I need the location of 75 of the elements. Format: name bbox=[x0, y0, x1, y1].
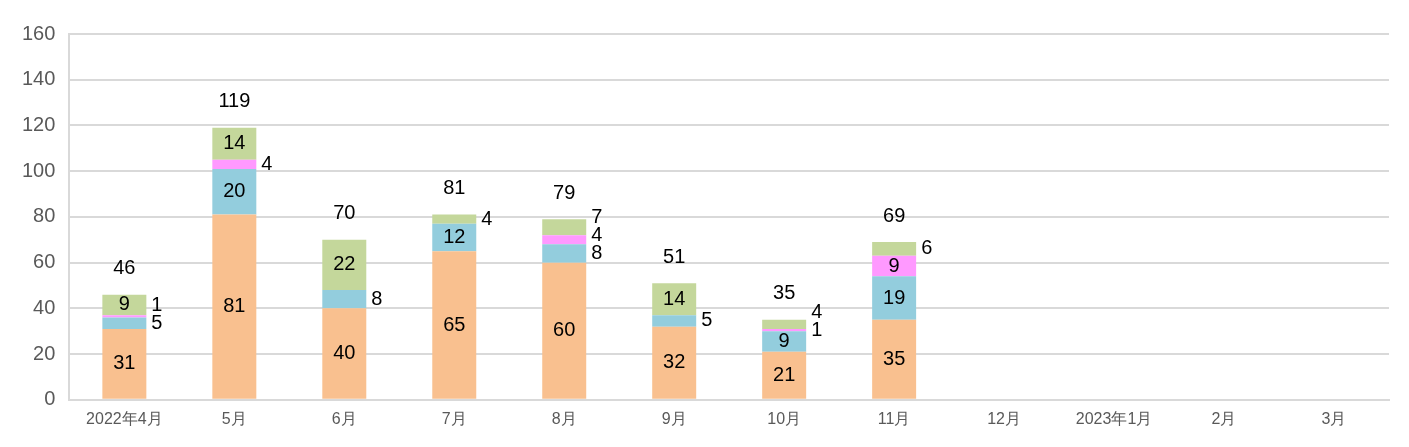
total-label: 119 bbox=[218, 89, 251, 112]
data-label: 35 bbox=[883, 346, 906, 369]
data-label: 81 bbox=[223, 294, 246, 317]
bar bbox=[762, 331, 807, 352]
bar bbox=[652, 326, 697, 399]
data-label: 60 bbox=[553, 318, 576, 341]
y-tick-label: 20 bbox=[33, 341, 56, 364]
y-tick-label: 0 bbox=[44, 387, 56, 410]
y-tick-label: 40 bbox=[33, 295, 56, 318]
bar bbox=[872, 242, 917, 256]
data-label: 19 bbox=[883, 285, 906, 308]
y-tick-label: 60 bbox=[33, 250, 56, 273]
y-tick-label: 140 bbox=[21, 67, 56, 90]
data-label: 40 bbox=[333, 341, 356, 364]
bar bbox=[542, 244, 587, 263]
x-tick-label: 2月 bbox=[1211, 409, 1237, 427]
data-label: 22 bbox=[333, 252, 356, 275]
x-tick-label: 3月 bbox=[1321, 409, 1347, 427]
data-label: 65 bbox=[443, 312, 466, 335]
bar bbox=[542, 262, 587, 399]
x-tick-label: 5月 bbox=[221, 409, 247, 427]
data-label: 14 bbox=[223, 131, 246, 154]
bar bbox=[762, 351, 807, 399]
bar bbox=[322, 308, 367, 399]
data-label: 9 bbox=[118, 292, 130, 315]
bar bbox=[102, 328, 147, 399]
data-label: 4 bbox=[481, 206, 493, 229]
x-tick-label: 6月 bbox=[331, 409, 357, 427]
x-tick-label: 11月 bbox=[877, 409, 911, 427]
bar bbox=[652, 315, 697, 327]
y-tick-label: 120 bbox=[21, 112, 56, 135]
data-label: 21 bbox=[773, 362, 796, 385]
y-tick-label: 160 bbox=[21, 21, 56, 44]
x-tick-label: 2023年1月 bbox=[1075, 409, 1153, 427]
data-label: 20 bbox=[223, 179, 246, 202]
total-label: 46 bbox=[113, 256, 136, 279]
data-label: 31 bbox=[113, 351, 136, 374]
bar bbox=[212, 159, 257, 169]
bar bbox=[652, 283, 697, 316]
data-label: 4 bbox=[261, 151, 273, 174]
data-label: 9 bbox=[778, 329, 790, 352]
x-tick-label: 12月 bbox=[987, 409, 1022, 427]
data-label: 8 bbox=[371, 286, 383, 309]
bar bbox=[432, 251, 477, 399]
data-label: 32 bbox=[663, 350, 686, 373]
total-label: 70 bbox=[333, 201, 356, 224]
bar bbox=[872, 276, 917, 320]
bar bbox=[872, 319, 917, 399]
data-label: 6 bbox=[921, 236, 933, 259]
bar bbox=[212, 168, 257, 215]
data-label: 9 bbox=[888, 253, 900, 276]
bar bbox=[542, 219, 587, 236]
bar bbox=[322, 290, 367, 309]
data-label: 5 bbox=[701, 308, 713, 331]
bar bbox=[542, 235, 587, 245]
data-label: 12 bbox=[443, 224, 466, 247]
total-label: 81 bbox=[443, 176, 466, 199]
bar bbox=[212, 127, 257, 160]
bar bbox=[102, 317, 147, 329]
x-tick-label: 8月 bbox=[551, 409, 577, 427]
y-tick-label: 100 bbox=[21, 158, 56, 181]
bar bbox=[212, 214, 257, 399]
x-tick-label: 2022年4月 bbox=[86, 409, 163, 427]
y-tick-label: 80 bbox=[33, 204, 56, 227]
total-label: 79 bbox=[553, 180, 576, 203]
total-label: 51 bbox=[663, 244, 686, 267]
total-label: 35 bbox=[773, 281, 796, 304]
data-label: 14 bbox=[663, 286, 686, 309]
x-tick-label: 7月 bbox=[441, 409, 467, 427]
x-tick-label: 10月 bbox=[767, 409, 802, 427]
bar bbox=[432, 214, 477, 224]
total-label: 69 bbox=[883, 203, 906, 226]
x-tick-label: 9月 bbox=[661, 409, 687, 427]
bar bbox=[322, 239, 367, 291]
bar bbox=[762, 319, 807, 329]
